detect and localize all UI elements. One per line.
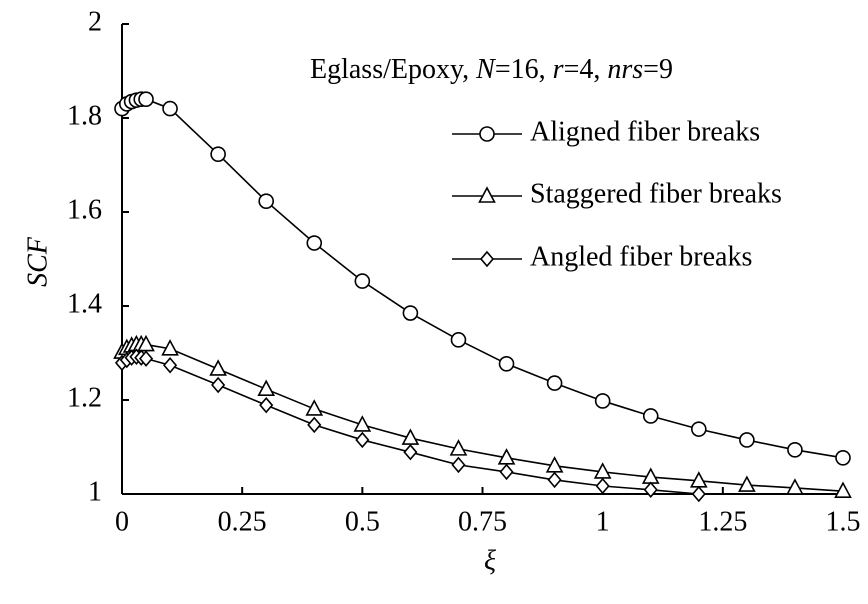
y-tick-label: 1 [88, 476, 102, 507]
marker [594, 393, 611, 409]
marker [451, 456, 466, 474]
marker [211, 376, 226, 394]
marker [163, 356, 178, 374]
marker [690, 421, 707, 437]
marker [162, 100, 178, 117]
series-line [121, 98, 844, 459]
marker [403, 443, 418, 461]
marker [595, 477, 610, 495]
y-tick-label: 2 [88, 6, 102, 37]
annotation-part: Eglass/Epoxy, [310, 54, 476, 85]
marker [305, 399, 324, 416]
x-tick-label: 0.25 [218, 506, 267, 537]
marker [138, 91, 154, 107]
marker [161, 339, 179, 356]
legend-label: Staggered fiber breaks [530, 178, 782, 209]
marker [449, 439, 468, 456]
annotation-part: =4, [564, 54, 608, 85]
marker [210, 146, 226, 162]
legend-label: Angled fiber breaks [530, 241, 752, 272]
marker [739, 432, 755, 448]
y-tick-label: 1.2 [67, 382, 102, 413]
marker [479, 126, 495, 142]
marker [353, 415, 372, 432]
marker [450, 332, 467, 348]
marker [738, 475, 756, 492]
x-tick-label: 0 [115, 506, 129, 537]
marker [258, 193, 275, 209]
marker [786, 478, 804, 495]
marker [643, 481, 658, 498]
annotation-part: =16, [495, 54, 553, 85]
marker [835, 450, 851, 466]
marker [307, 416, 322, 434]
marker [402, 305, 419, 321]
x-tick-label: 1 [596, 506, 610, 537]
marker [209, 359, 227, 376]
y-tick-label: 1.6 [67, 194, 102, 225]
marker [498, 356, 515, 372]
y-tick-label: 1.8 [67, 100, 102, 131]
annotation: Eglass/Epoxy, N=16, r=4, nrs=9 [310, 54, 673, 85]
marker [355, 431, 370, 449]
x-axis-label: ξ [484, 545, 496, 576]
marker [546, 375, 563, 391]
annotation-part: r [553, 54, 564, 85]
marker [259, 396, 274, 414]
marker [306, 235, 323, 251]
x-tick-label: 0.5 [345, 506, 380, 537]
annotation-part: nrs [607, 54, 643, 85]
marker [354, 273, 371, 289]
legend-label: Aligned fiber breaks [530, 116, 760, 147]
x-tick-label: 1.5 [826, 506, 861, 537]
marker [479, 250, 495, 268]
marker [257, 379, 276, 396]
marker [691, 485, 706, 503]
marker [478, 186, 496, 203]
annotation-part: =9 [643, 54, 673, 85]
marker [787, 442, 803, 458]
x-tick-label: 0.75 [458, 506, 507, 537]
marker [834, 481, 852, 498]
marker [499, 463, 514, 481]
marker [547, 471, 562, 489]
marker [642, 408, 659, 424]
marker [138, 350, 154, 367]
y-tick-label: 1.4 [67, 288, 102, 319]
annotation-part: N [475, 54, 496, 85]
y-axis-label: SCF [22, 236, 53, 287]
x-tick-label: 1.25 [698, 506, 747, 537]
